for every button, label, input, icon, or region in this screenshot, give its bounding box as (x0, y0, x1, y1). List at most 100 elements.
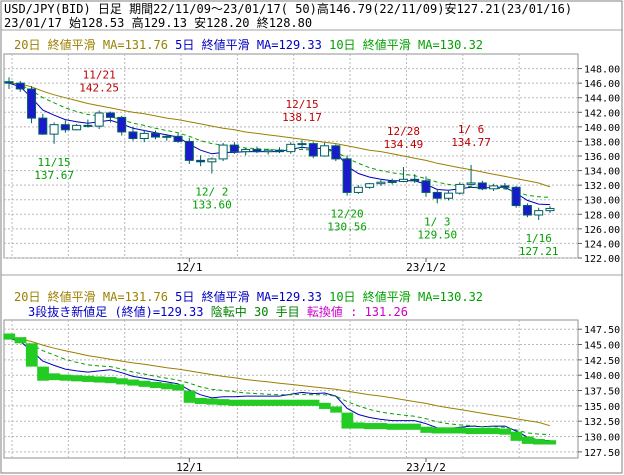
new-value-block (544, 440, 557, 445)
bottom-ytick-label: 142.50 (584, 356, 620, 367)
candle-body (83, 124, 93, 127)
top-ytick-label: 134.00 (584, 167, 620, 178)
top-ytick-label: 132.00 (584, 181, 620, 192)
new-value-block (14, 337, 27, 344)
candle-body (297, 143, 307, 146)
new-value-block (431, 427, 444, 434)
candle-body (241, 148, 251, 153)
annotation-high-date: 1/ 6 (458, 123, 485, 136)
bottom-plot-border (3, 319, 579, 459)
candle-body (207, 158, 217, 163)
bottom-ma20-line (8, 337, 551, 427)
bottom-subtitle: 3段抜き新値足 (終値)=129.33 陰転中 30 手目 転換値 : 131.… (28, 305, 408, 319)
candle-body (229, 144, 239, 153)
top-ma5-label: 5日 終値平滑 MA=129.33 (175, 38, 322, 52)
candle-body (94, 112, 104, 127)
new-value-block (127, 379, 140, 386)
header-line-1: USD/JPY(BID) 日足 期間22/11/09〜23/01/17( 50)… (4, 2, 573, 16)
new-value-block (104, 377, 117, 384)
new-value-block (37, 366, 49, 381)
bottom-ma5-label: 5日 終値平滑 MA=129.33 (175, 290, 322, 304)
subtitle-reversal: 転換値 : 131.26 (306, 305, 408, 319)
top-ma20-label: 20日 終値平滑 MA=131.76 (14, 38, 168, 52)
new-value-block (228, 399, 241, 406)
annotation-low-value: 137.67 (34, 169, 74, 182)
new-value-block (487, 427, 500, 435)
candle-body (500, 185, 510, 188)
bottom-xtick-label: 23/1/2 (406, 461, 446, 474)
candle-body (218, 144, 228, 160)
new-value-block (217, 399, 230, 406)
top-ytick-label: 130.00 (584, 196, 620, 207)
candle-body (421, 180, 431, 193)
annotation-high-value: 142.25 (79, 81, 119, 94)
bottom-ytick-label: 132.50 (584, 417, 620, 428)
top-xtick-label: 23/1/2 (406, 261, 446, 274)
candle-body (274, 149, 284, 153)
new-value-block (149, 381, 162, 389)
new-value-block (93, 376, 106, 383)
new-value-block (533, 438, 545, 445)
top-ytick-label: 148.00 (584, 65, 620, 76)
candle-body (252, 148, 262, 153)
candle-body (128, 131, 138, 140)
candle-body (489, 185, 499, 190)
top-ytick-label: 146.00 (584, 79, 620, 90)
new-value-block (296, 399, 309, 406)
top-ytick-label: 136.00 (584, 152, 620, 163)
bottom-ma10-line (8, 337, 551, 436)
candle-body (432, 191, 442, 199)
new-value-block (420, 426, 433, 433)
candle-body (173, 135, 183, 142)
new-value-block (183, 390, 196, 403)
bottom-ytick-label: 137.50 (584, 387, 620, 398)
bottom-ma10-label: 10日 終値平滑 MA=130.32 (329, 290, 484, 304)
candle-body (365, 183, 375, 188)
new-value-block (70, 375, 83, 382)
top-ytick-label: 138.00 (584, 137, 620, 148)
candle-body (331, 145, 341, 160)
new-value-block (409, 423, 421, 430)
candle-body (444, 192, 454, 199)
new-value-block (510, 431, 523, 441)
candle-body (72, 124, 82, 131)
new-value-block (59, 374, 72, 381)
candle-body (466, 182, 476, 185)
annotation-high-date: 12/28 (387, 125, 420, 138)
new-value-block (386, 423, 399, 430)
annotation-high-value: 134.77 (451, 136, 491, 149)
annotation-low-date: 11/15 (38, 156, 71, 169)
candle-body (105, 112, 115, 118)
new-value-block (240, 399, 252, 406)
candle-body (320, 145, 330, 157)
candle-body (545, 207, 555, 212)
annotation-low-date: 12/20 (331, 208, 364, 221)
top-ytick-label: 122.00 (584, 254, 620, 265)
candle-body (398, 178, 408, 182)
new-value-block (352, 422, 365, 429)
top-ytick-label: 144.00 (584, 94, 620, 105)
new-value-block (499, 428, 512, 435)
candle-body (139, 132, 149, 140)
candle-body (184, 140, 194, 161)
bottom-ytick-label: 140.00 (584, 371, 620, 382)
top-ytick-label: 124.00 (584, 239, 620, 250)
new-value-block (3, 333, 16, 340)
candle-body (286, 143, 296, 153)
candle-body (455, 183, 465, 194)
new-value-block (206, 398, 218, 405)
annotation-high-date: 12/15 (285, 98, 318, 111)
new-value-block (262, 399, 275, 406)
candle-body (534, 210, 544, 216)
top-ytick-label: 128.00 (584, 210, 620, 221)
new-value-block (172, 384, 185, 391)
bottom-ma5-line (8, 337, 551, 442)
new-value-block (397, 423, 410, 430)
annotation-high-value: 138.17 (282, 111, 322, 124)
candle-body (376, 181, 386, 185)
annotation-low-date: 1/16 (525, 232, 552, 245)
top-ma-legend: 20日 終値平滑 MA=131.76 5日 終値平滑 MA=129.33 10日… (14, 38, 483, 52)
bottom-ma20-label: 20日 終値平滑 MA=131.76 (14, 290, 168, 304)
